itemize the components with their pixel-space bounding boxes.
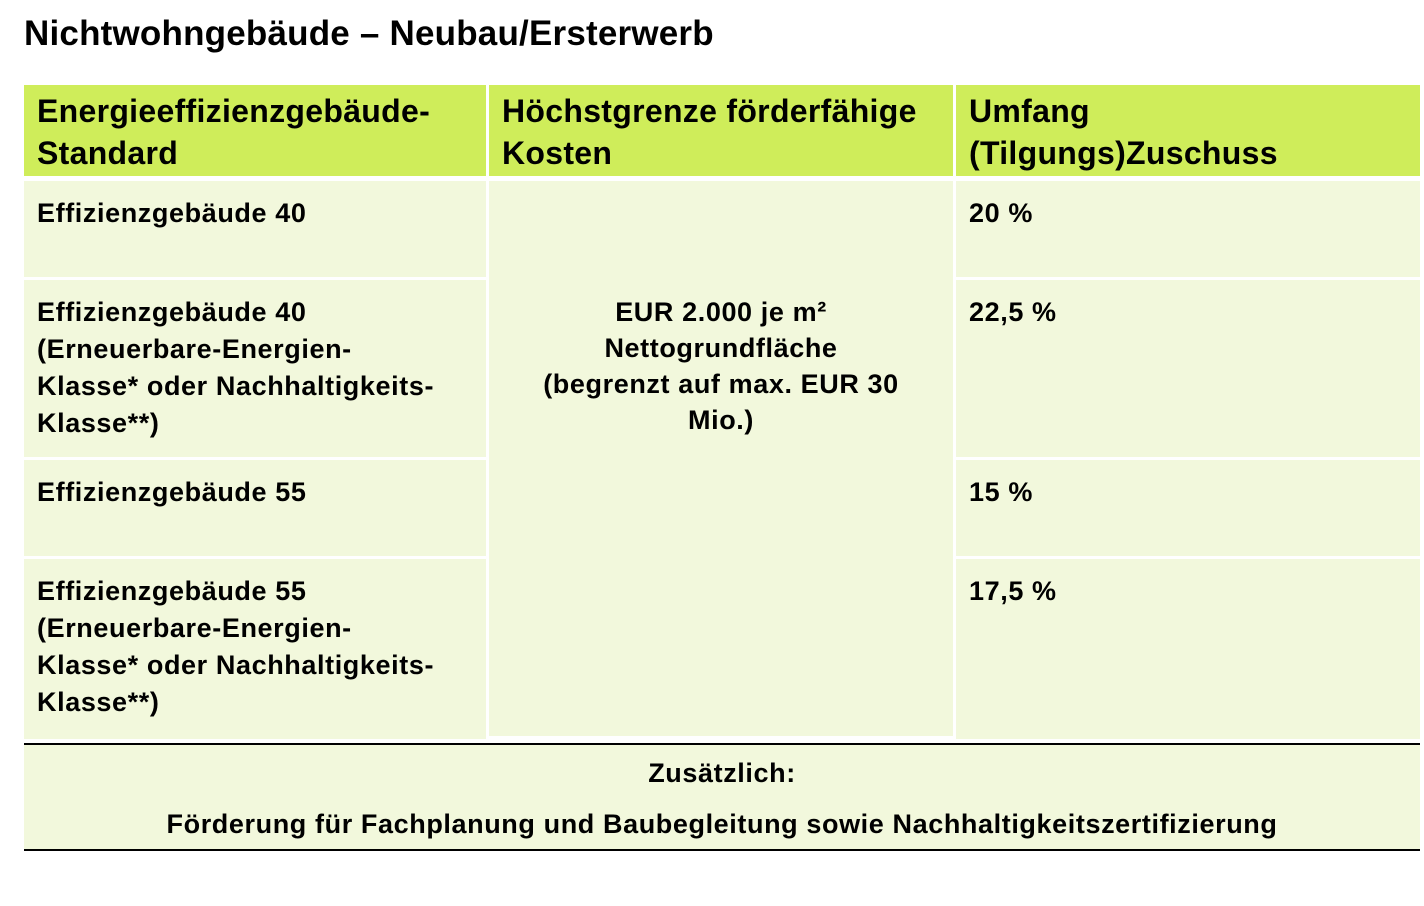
row-standard-eg40-ee-nh: Effizienzgebäude 40 (Erneuerbare-Energie…	[24, 280, 489, 460]
page-title: Nichtwohngebäude – Neubau/Ersterwerb	[24, 14, 714, 53]
row-grant-eg40: 20 %	[956, 181, 1420, 280]
header-standard: Energieeffizienzgebäude- Standard	[24, 85, 489, 181]
header-max-costs: Höchstgrenze förderfähige Kosten	[489, 85, 956, 181]
row-standard-eg40: Effizienzgebäude 40	[24, 181, 489, 280]
additional-funding-title: Zusätzlich:	[648, 758, 796, 788]
additional-funding-text: Förderung für Fachplanung und Baubegleit…	[166, 809, 1278, 839]
row-grant-eg55: 15 %	[956, 460, 1420, 559]
row-standard-eg55: Effizienzgebäude 55	[24, 460, 489, 559]
header-grant-amount: Umfang (Tilgungs)Zuschuss	[956, 85, 1420, 181]
row-grant-eg40-ee-nh: 22,5 %	[956, 280, 1420, 460]
merged-cost-cell: EUR 2.000 je m² Nettogrundfläche (begren…	[489, 181, 956, 739]
additional-funding-box: Zusätzlich: Förderung für Fachplanung un…	[24, 743, 1420, 851]
row-grant-eg55-ee-nh: 17,5 %	[956, 559, 1420, 739]
row-standard-eg55-ee-nh: Effizienzgebäude 55 (Erneuerbare-Energie…	[24, 559, 489, 739]
funding-table: Energieeffizienzgebäude- Standard Höchst…	[24, 85, 1420, 739]
